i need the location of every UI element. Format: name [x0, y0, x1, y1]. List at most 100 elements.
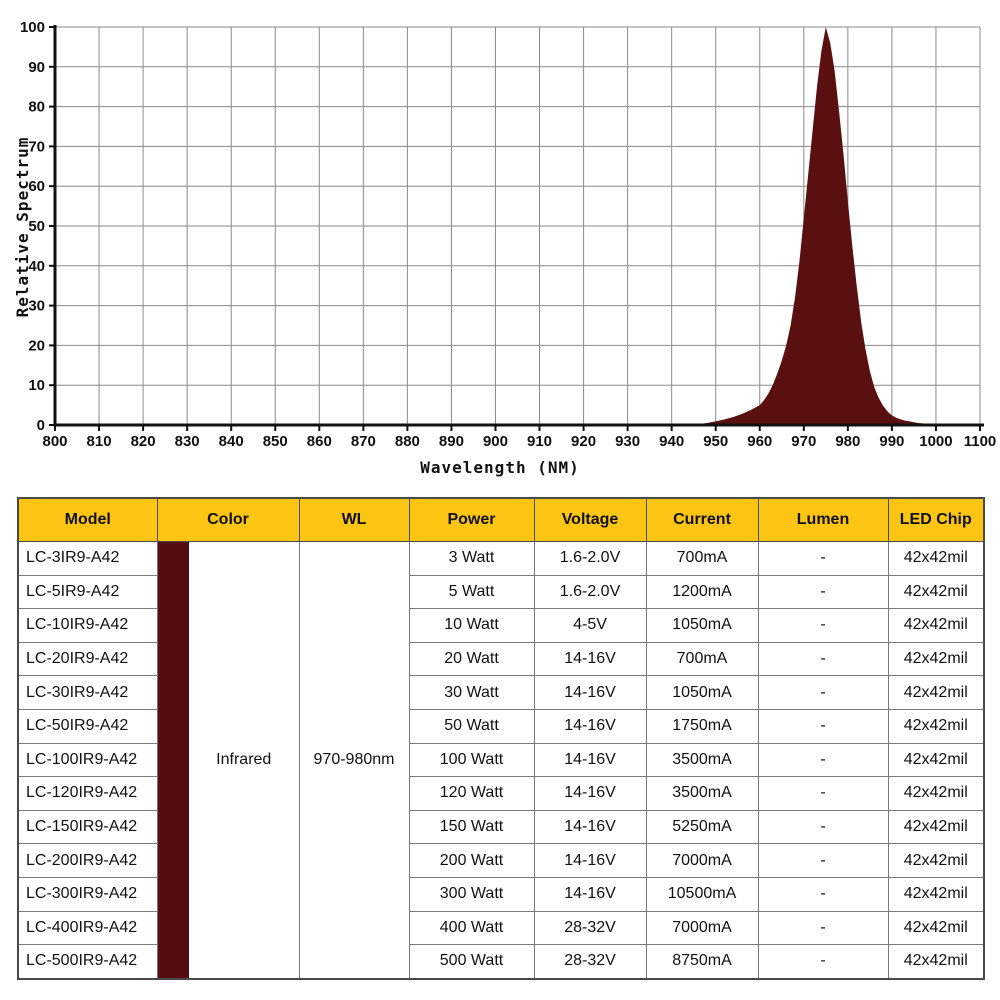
led-spec-table: Model Color WL Power Voltage Current Lum… — [17, 497, 985, 980]
led-chip-cell: 42x42mil — [887, 944, 985, 980]
current-cell: 1050mA — [645, 608, 759, 643]
col-header-wl: WL — [298, 497, 410, 542]
current-cell: 7000mA — [645, 910, 759, 946]
x-tick-label: 950 — [703, 433, 728, 450]
table-row: LC-500IR9-A42 500 Watt 28-32V 8750mA -42x42m… — [17, 944, 985, 980]
header-row: Model Color WL Power Voltage Current Lum… — [17, 497, 985, 542]
x-tick-label: 890 — [439, 433, 464, 450]
x-tick-label: 930 — [615, 433, 640, 450]
current-cell: 8750mA — [645, 944, 759, 980]
y-tick-label: 60 — [28, 178, 45, 195]
model-cell: LC-100IR9-A42 — [17, 742, 158, 778]
x-tick-label: 980 — [835, 433, 860, 450]
led-chip-cell: 42x42mil — [887, 708, 985, 744]
x-tick-label: 920 — [571, 433, 596, 450]
model-cell: LC-30IR9-A42 — [17, 675, 158, 710]
power-cell: 100 Watt — [408, 742, 535, 778]
model-cell: LC-300IR9-A42 — [17, 876, 158, 912]
spectrum-area — [689, 27, 936, 425]
voltage-cell: 14-16V — [533, 776, 647, 811]
power-cell: 5 Watt — [408, 574, 535, 610]
col-header-lumen: Lumen — [757, 497, 889, 542]
lumen-cell: - — [757, 675, 889, 710]
x-tick-label: 860 — [307, 433, 332, 450]
col-header-voltage: Voltage — [533, 497, 647, 542]
col-header-power: Power — [408, 497, 535, 542]
lumen-cell: - — [757, 876, 889, 912]
voltage-cell: 14-16V — [533, 876, 647, 912]
lumen-cell: - — [757, 742, 889, 778]
y-tick-label: 10 — [28, 377, 45, 394]
table-row: LC-100IR9-A42 100 Watt 14-16V 3500mA -42x42m… — [17, 742, 985, 778]
table-row: LC-30IR9-A42 30 Watt 14-16V 1050mA -42x42mil — [17, 675, 985, 710]
lumen-cell: - — [757, 541, 889, 576]
voltage-cell: 14-16V — [533, 708, 647, 744]
voltage-cell: 14-16V — [533, 641, 647, 677]
voltage-cell: 4-5V — [533, 608, 647, 643]
voltage-cell: 14-16V — [533, 809, 647, 845]
model-cell: LC-200IR9-A42 — [17, 843, 158, 878]
y-tick-label: 40 — [28, 258, 45, 275]
power-cell: 400 Watt — [408, 910, 535, 946]
model-cell: LC-50IR9-A42 — [17, 708, 158, 744]
led-chip-cell: 42x42mil — [887, 574, 985, 610]
current-cell: 1750mA — [645, 708, 759, 744]
power-cell: 150 Watt — [408, 809, 535, 845]
spectrum-chart: 800 810 820 830 840 850 860 870 880 890 900 910 920 9… — [0, 0, 1000, 497]
x-tick-label: 1000 — [919, 433, 952, 450]
current-cell: 1200mA — [645, 574, 759, 610]
col-header-color: Color — [156, 497, 300, 542]
led-chip-cell: 42x42mil — [887, 675, 985, 710]
led-chip-cell: 42x42mil — [887, 608, 985, 643]
y-tick-label: 70 — [28, 138, 45, 155]
led-chip-cell: 42x42mil — [887, 876, 985, 912]
table-row: LC-3IR9-A42 Infrared 970-980nm 3 Watt 1.6-2.… — [17, 540, 985, 980]
power-cell: 300 Watt — [408, 876, 535, 912]
voltage-cell: 28-32V — [533, 910, 647, 946]
x-tick-label: 870 — [351, 433, 376, 450]
power-cell: 3 Watt — [408, 541, 535, 576]
voltage-cell: 28-32V — [533, 944, 647, 980]
table-row: LC-10IR9-A42 10 Watt 4-5V 1050mA -42x42mil — [17, 608, 985, 643]
power-cell: 50 Watt — [408, 708, 535, 744]
x-tick-label: 800 — [42, 433, 67, 450]
x-tick-label: 910 — [527, 433, 552, 450]
voltage-cell: 1.6-2.0V — [533, 541, 647, 576]
color-name-cell: Infrared — [189, 540, 300, 980]
x-tick-label: 900 — [483, 433, 508, 450]
power-cell: 200 Watt — [408, 843, 535, 878]
model-cell: LC-10IR9-A42 — [17, 608, 158, 643]
table-row: LC-50IR9-A42 50 Watt 14-16V 1750mA -42x42mil — [17, 708, 985, 744]
voltage-cell: 1.6-2.0V — [533, 574, 647, 610]
led-chip-cell: 42x42mil — [887, 843, 985, 878]
led-chip-cell: 42x42mil — [887, 809, 985, 845]
x-tick-label: 970 — [791, 433, 816, 450]
spectrum-chart-canvas: 800 810 820 830 840 850 860 870 880 890 900 910 920 9… — [20, 19, 996, 450]
table-row: LC-150IR9-A42 150 Watt 14-16V 5250mA -42x42m… — [17, 809, 985, 845]
lumen-cell: - — [757, 843, 889, 878]
lumen-cell: - — [757, 641, 889, 677]
model-cell: LC-5IR9-A42 — [17, 574, 158, 610]
power-cell: 10 Watt — [408, 608, 535, 643]
y-tick-label: 30 — [28, 298, 45, 315]
current-cell: 7000mA — [645, 843, 759, 878]
current-cell: 3500mA — [645, 742, 759, 778]
x-tick-label: 840 — [219, 433, 244, 450]
y-tick-label: 80 — [28, 99, 45, 116]
x-tick-label: 990 — [879, 433, 904, 450]
led-chip-cell: 42x42mil — [887, 910, 985, 946]
x-axis-title: Wavelength (NM) — [420, 458, 580, 477]
col-header-model: Model — [17, 497, 158, 542]
wavelength-cell: 970-980nm — [298, 540, 410, 980]
power-cell: 20 Watt — [408, 641, 535, 677]
table-row: LC-400IR9-A42 400 Watt 28-32V 7000mA -42x42m… — [17, 910, 985, 946]
model-cell: LC-3IR9-A42 — [17, 541, 158, 576]
led-chip-cell: 42x42mil — [887, 742, 985, 778]
lumen-cell: - — [757, 944, 889, 980]
model-cell: LC-20IR9-A42 — [17, 641, 158, 677]
y-tick-label: 50 — [28, 218, 45, 235]
led-chip-cell: 42x42mil — [887, 641, 985, 677]
x-tick-label: 820 — [131, 433, 156, 450]
infrared-color-swatch — [156, 540, 189, 980]
power-cell: 500 Watt — [408, 944, 535, 980]
